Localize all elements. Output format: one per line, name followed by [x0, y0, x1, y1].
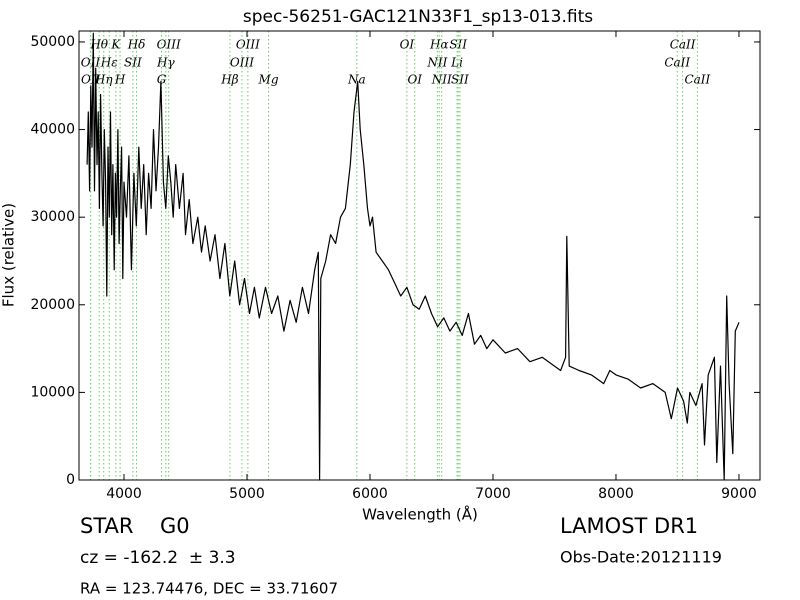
spectral-line-label: Hδ — [127, 38, 146, 52]
object-class: STAR — [80, 514, 133, 538]
spectral-line-label: OI — [407, 73, 422, 87]
spectral-line-label: OIII — [230, 56, 254, 70]
spectral-line-label: OI — [400, 38, 415, 52]
spectral-line-label: CaII — [684, 73, 710, 87]
spectral-line-label: CaII — [670, 38, 696, 52]
spectral-line-label: NII — [426, 56, 447, 70]
subclass: G0 — [160, 514, 190, 538]
spectrum-line — [86, 32, 740, 481]
plot-frame — [78, 30, 761, 481]
spectral-line-label: OII — [81, 56, 101, 70]
x-axis-label: Wavelength (Å) — [362, 505, 478, 524]
redshift: cz = -162.2 ± 3.3 — [80, 548, 236, 568]
survey: LAMOST DR1 — [560, 514, 698, 538]
spectral-line-label: SII — [451, 73, 469, 87]
y-axis-label: Flux (relative) — [0, 203, 18, 307]
x-tick-label: 9000 — [721, 486, 757, 502]
x-tick-label: 8000 — [598, 486, 634, 502]
x-tick-label: 4000 — [106, 486, 142, 502]
spectral-line-label: SII — [124, 56, 142, 70]
spectral-line-label: Hγ — [156, 56, 175, 70]
chart-title: spec-56251-GAC121N33F1_sp13-013.fits — [243, 7, 593, 27]
coordinates: RA = 123.74476, DEC = 33.71607 — [80, 580, 338, 598]
x-tick-label: 7000 — [475, 486, 511, 502]
x-tick-label: 5000 — [229, 486, 265, 502]
spectral-line-label: Hε — [100, 56, 118, 70]
y-tick-label: 40000 — [30, 122, 75, 138]
spectral-line-label: CaII — [664, 56, 690, 70]
spectral-line-label: Mg — [258, 73, 279, 87]
y-tick-label: 20000 — [30, 297, 75, 313]
y-tick-label: 50000 — [30, 34, 75, 50]
spectral-line-label: Hα — [429, 38, 449, 52]
spectral-line-label: SII — [449, 38, 467, 52]
y-tick-label: 0 — [66, 472, 75, 488]
spectral-line-label: K — [110, 38, 121, 52]
spectral-line-label: NII — [431, 73, 452, 87]
spectral-line-label: Hβ — [220, 73, 238, 87]
spectral-line-label: H — [114, 73, 126, 87]
spectral-line-label: OIII — [236, 38, 260, 52]
spectral-line-label: G — [157, 73, 167, 87]
y-tick-label: 10000 — [30, 384, 75, 400]
y-tick-label: 30000 — [30, 209, 75, 225]
spectral-line-label: Hθ — [89, 38, 108, 52]
spectral-line-label: Li — [450, 56, 463, 70]
obs-date: Obs-Date:20121119 — [560, 548, 722, 567]
x-tick-label: 6000 — [352, 486, 388, 502]
spectral-line-label: Hη — [94, 73, 113, 87]
spectral-line-label: Na — [347, 73, 366, 87]
spectral-line-label: OIII — [157, 38, 181, 52]
